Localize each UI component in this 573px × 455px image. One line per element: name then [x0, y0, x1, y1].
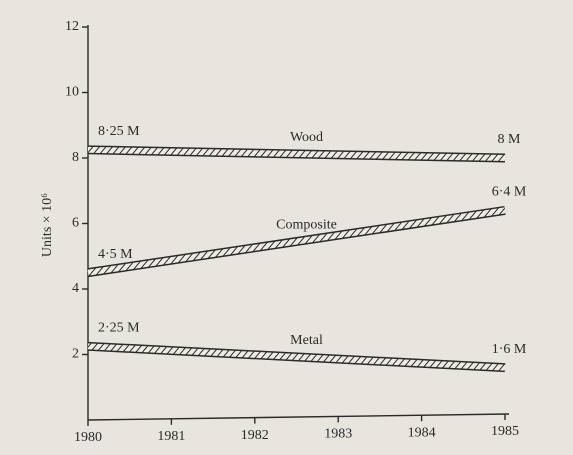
- y-tick-label: 6: [72, 216, 79, 231]
- y-tick-label: 2: [72, 347, 79, 362]
- y-tick-label: 4: [72, 281, 79, 296]
- value-label: 8 M: [498, 132, 522, 147]
- value-label: 8·25 M: [98, 124, 140, 139]
- x-tick-label: 1984: [408, 425, 436, 440]
- y-tick-label: 10: [65, 85, 79, 100]
- value-label: 4·5 M: [98, 247, 133, 262]
- value-label: 6·4 M: [492, 185, 527, 200]
- x-tick-label: 1985: [491, 424, 519, 439]
- series-line: [87, 207, 506, 276]
- series-label: Wood: [290, 130, 323, 145]
- value-label: 1·6 M: [492, 342, 527, 357]
- y-tick-label: 8: [72, 150, 79, 165]
- series-label: Metal: [290, 333, 323, 348]
- series-line: [87, 343, 506, 371]
- y-axis-label: Units × 10⁶: [40, 193, 55, 257]
- series-line: [87, 146, 506, 161]
- y-tick-label: 12: [65, 19, 79, 34]
- series-label: Composite: [276, 218, 337, 233]
- x-tick-label: 1981: [157, 429, 185, 444]
- x-tick-label: 1982: [241, 428, 269, 443]
- x-tick-label: 1980: [74, 430, 102, 445]
- value-label: 2·25 M: [98, 321, 140, 336]
- x-axis: [87, 413, 510, 421]
- x-tick-label: 1983: [324, 427, 352, 442]
